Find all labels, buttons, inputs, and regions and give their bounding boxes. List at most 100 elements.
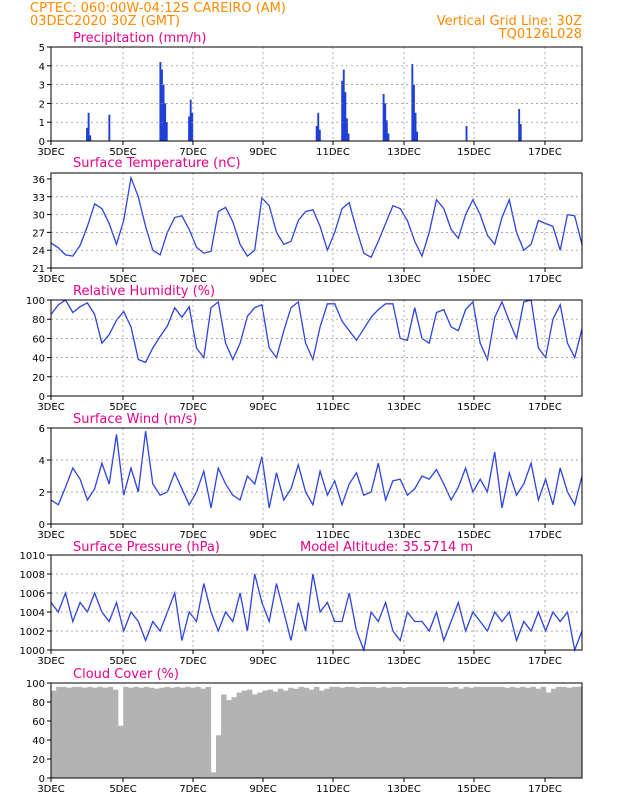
plot-frame [50,554,583,651]
bar [165,122,168,141]
x-tick-label: 17DEC [528,530,562,541]
bar [81,687,88,778]
y-tick-label: 100 [26,296,45,307]
bar [484,686,490,778]
x-tick-label: 7DEC [179,656,206,667]
x-tick-label: 15DEC [457,274,491,285]
precipitation-title: Precipitation (mm/h) [73,31,206,46]
x-tick-label: 17DEC [528,402,562,413]
bar [339,687,346,778]
bar [71,686,78,778]
bar [375,687,382,778]
y-tick-label: 3 [39,81,45,92]
bar [221,694,227,778]
bar [387,133,390,141]
y-tick-label: 2 [39,99,45,110]
bar [509,686,516,778]
bar [458,688,464,778]
bar [108,114,111,141]
bar [365,686,371,778]
y-tick-label: 0 [39,774,45,785]
x-tick-label: 7DEC [179,274,206,285]
bar [190,687,196,778]
x-tick-label: 15DEC [457,656,491,667]
x-tick-label: 9DEC [249,147,276,158]
x-tick-label: 7DEC [179,784,206,795]
bar [566,687,572,778]
x-tick-label: 17DEC [528,147,562,158]
bar [143,686,150,778]
bar [188,116,191,141]
x-tick-label: 5DEC [109,274,136,285]
x-tick-label: 11DEC [316,784,350,795]
x-tick-label: 3DEC [37,530,64,541]
bar [427,686,433,778]
bar [118,725,124,778]
bar [355,687,361,778]
bar [87,112,90,141]
bar [267,689,273,778]
bar [169,687,176,778]
x-tick-label: 11DEC [316,402,350,413]
bar [162,84,165,141]
bar [344,686,351,778]
x-tick-label: 7DEC [179,530,206,541]
bar [561,686,567,778]
x-tick-label: 15DEC [457,147,491,158]
bar [231,697,237,778]
humidity-panel: Relative Humidity (%) 0 20 40 60 80 100 3DEC 5D… [26,284,583,413]
wind-panel: Surface Wind (m/s) 0 2 4 6 3DEC 5DEC 7DEC 9DEC 1… [37,412,583,541]
wind-title: Surface Wind (m/s) [73,412,197,427]
y-tick-label: 100 [26,679,45,690]
precipitation-panel: Precipitation (mm/h) 0 1 2 3 4 5 3DEC 5DEC 7DEC 9… [37,31,583,158]
bar [385,120,388,141]
bar [350,686,356,778]
bar [313,686,320,778]
y-tick-label: 1004 [20,608,45,619]
header-location: CPTEC: 060:00W-04:12S CAREIRO (AM) [30,1,286,16]
x-tick-label: 5DEC [109,147,136,158]
bar [226,700,232,778]
bar [97,686,103,778]
bar [525,687,531,778]
bar [329,686,335,778]
bar [86,127,88,141]
bar [107,686,114,778]
pressure-title: Surface Pressure (hPa) [73,540,220,555]
bar [463,686,469,778]
bar [473,686,480,778]
y-tick-label: 30 [32,211,45,222]
bar [317,112,320,141]
bar [252,694,258,778]
bar [382,94,385,141]
x-tick-label: 5DEC [109,656,136,667]
y-tick-label: 27 [32,228,45,239]
x-tick-label: 11DEC [316,530,350,541]
y-tick-label: 6 [39,424,45,435]
header-grid-note: Vertical Grid Line: 30Z [437,14,582,29]
y-tick-label: 4 [39,62,45,73]
bar [241,690,248,778]
x-tick-label: 13DEC [387,784,421,795]
bar [205,686,212,778]
bar [416,131,419,141]
y-tick-label: 33 [32,193,45,204]
pressure-panel: Surface Pressure (hPa) Model Altitude: 3… [20,540,583,667]
bar [56,686,62,778]
x-tick-label: 9DEC [249,402,276,413]
bar [89,135,92,141]
x-tick-label: 7DEC [179,402,206,413]
bar [556,686,562,778]
y-tick-label: 40 [32,354,45,365]
bar [535,688,542,778]
bar [391,686,397,778]
series-line [50,299,583,364]
bar [257,692,263,778]
y-tick-label: 20 [32,755,45,766]
bar [76,686,83,778]
bar [315,125,318,141]
plot-frame [50,172,583,269]
bar [432,686,438,778]
bar [414,112,417,141]
